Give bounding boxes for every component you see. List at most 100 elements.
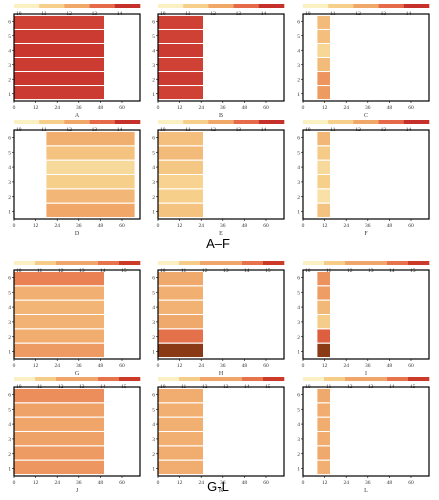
- y-tick-label: 6: [8, 135, 11, 141]
- y-tick-label: 2: [152, 335, 155, 341]
- heat-row-1: [14, 86, 104, 100]
- x-tick-label: 36: [220, 363, 226, 369]
- y-tick-label: 1: [152, 210, 155, 216]
- legend-swatch: [378, 4, 405, 8]
- x-tick-label: 60: [263, 223, 269, 229]
- heat-row-2: [317, 329, 330, 343]
- y-tick-label: 3: [8, 437, 11, 443]
- legend-swatch: [64, 120, 90, 124]
- x-tick-label: 24: [343, 363, 349, 369]
- y-tick-label: 6: [152, 392, 155, 398]
- panel-label-h: H: [219, 371, 224, 377]
- legend-tick-label: 12: [347, 268, 353, 274]
- legend-tick-label: 12: [202, 268, 208, 274]
- legend-swatch: [114, 120, 141, 124]
- heat-row-6: [317, 131, 330, 146]
- legend-swatch: [158, 261, 180, 265]
- x-tick-label: 0: [13, 480, 16, 486]
- legend-swatch: [242, 377, 264, 381]
- legend-swatch: [366, 377, 388, 381]
- plot-frame: [157, 129, 285, 220]
- legend-swatch: [39, 120, 65, 124]
- heat-row-5: [14, 29, 104, 43]
- y-tick-label: 2: [297, 77, 300, 83]
- legend-swatch: [119, 261, 141, 265]
- y-tick-label: 6: [297, 135, 300, 141]
- legend-swatch: [345, 261, 367, 265]
- x-tick-label: 24: [198, 480, 204, 486]
- x-tick-label: 24: [198, 105, 204, 111]
- y-tick-label: 5: [8, 34, 11, 40]
- x-tick-label: 48: [98, 363, 104, 369]
- x-tick-label: 0: [302, 223, 305, 229]
- y-tick-label: 5: [297, 407, 300, 413]
- heat-row-4: [46, 160, 135, 174]
- y-tick-label: 4: [8, 305, 11, 311]
- legend-swatch: [158, 4, 184, 8]
- y-tick-label: 4: [152, 422, 155, 428]
- y-tick-label: 4: [152, 305, 155, 311]
- heat-row-5: [317, 403, 330, 417]
- heat-row-6: [158, 131, 203, 146]
- x-tick-label: 48: [242, 105, 248, 111]
- heat-row-5: [158, 403, 203, 417]
- x-tick-label: 0: [157, 363, 160, 369]
- legend-swatch: [14, 377, 36, 381]
- legend-swatch: [353, 4, 379, 8]
- y-tick-label: 3: [152, 63, 155, 69]
- x-tick-label: 48: [242, 363, 248, 369]
- x-tick-label: 24: [343, 480, 349, 486]
- heat-row-2: [317, 72, 330, 86]
- x-tick-label: 12: [322, 480, 328, 486]
- plot-frame: [157, 386, 285, 477]
- x-tick-label: 48: [387, 480, 393, 486]
- legend-swatch: [263, 261, 285, 265]
- legend-tick-label: 10: [160, 268, 166, 274]
- y-tick-label: 4: [152, 165, 155, 171]
- legend-swatch: [233, 4, 260, 8]
- y-tick-label: 6: [8, 19, 11, 25]
- heat-row-2: [158, 329, 203, 343]
- heat-row-6: [46, 131, 135, 146]
- legend-swatch: [258, 4, 285, 8]
- y-tick-label: 1: [8, 210, 11, 216]
- y-tick-label: 5: [152, 34, 155, 40]
- heat-row-2: [317, 446, 330, 460]
- y-tick-label: 6: [8, 275, 11, 281]
- y-tick-label: 5: [152, 290, 155, 296]
- panel-label-g: G: [75, 371, 80, 377]
- y-tick-label: 2: [297, 195, 300, 201]
- x-tick-label: 0: [13, 363, 16, 369]
- heat-row-3: [14, 432, 104, 446]
- y-tick-label: 3: [8, 63, 11, 69]
- x-tick-label: 48: [387, 363, 393, 369]
- heat-row-6: [158, 388, 203, 403]
- y-tick-label: 3: [8, 180, 11, 186]
- panel-label-k: K: [219, 488, 224, 494]
- heat-row-3: [158, 175, 203, 189]
- y-tick-label: 5: [8, 150, 11, 156]
- legend-swatch: [221, 261, 243, 265]
- x-tick-label: 0: [302, 363, 305, 369]
- y-tick-label: 2: [8, 195, 11, 201]
- x-tick-label: 0: [157, 480, 160, 486]
- legend-swatch: [408, 377, 430, 381]
- x-tick-label: 36: [365, 105, 371, 111]
- x-tick-label: 12: [33, 480, 39, 486]
- group-label-g-l: G-L: [207, 479, 229, 494]
- heat-row-5: [14, 286, 104, 300]
- heat-row-1: [317, 86, 330, 100]
- y-tick-label: 5: [297, 290, 300, 296]
- plot-frame: [13, 269, 141, 360]
- plot-frame: [302, 13, 430, 102]
- y-tick-label: 1: [297, 210, 300, 216]
- y-tick-label: 1: [297, 92, 300, 98]
- x-tick-label: 60: [119, 223, 125, 229]
- legend-swatch: [179, 261, 201, 265]
- y-tick-label: 1: [297, 350, 300, 356]
- heat-row-4: [158, 417, 203, 431]
- x-tick-label: 60: [263, 363, 269, 369]
